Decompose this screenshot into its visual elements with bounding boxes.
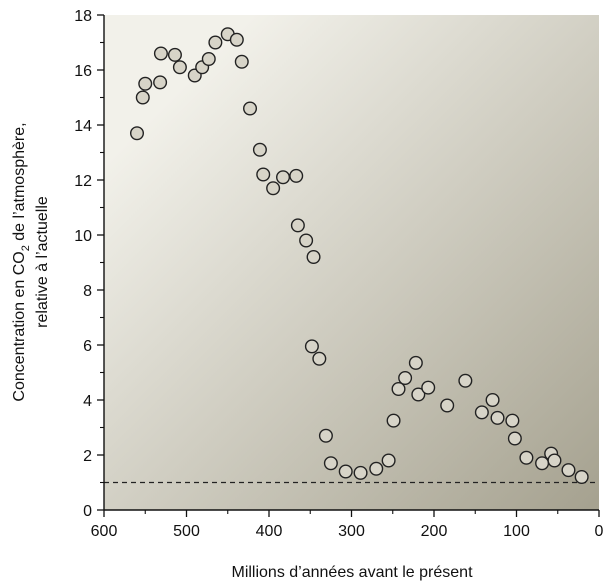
data-point xyxy=(153,46,168,61)
data-point xyxy=(547,453,562,468)
data-point xyxy=(323,456,338,471)
y-tick-label: 18 xyxy=(74,8,92,25)
data-point xyxy=(229,32,244,47)
data-point xyxy=(266,181,281,196)
y-tick-label: 2 xyxy=(83,448,92,465)
data-point xyxy=(153,75,168,90)
data-point xyxy=(505,413,520,428)
y-axis-title-subscript: 2 xyxy=(20,245,32,251)
x-axis-ticks: 600 500 400 300 200 100 0 xyxy=(91,510,604,540)
y-tick-label: 10 xyxy=(74,228,92,245)
data-points xyxy=(129,27,589,485)
data-point xyxy=(276,170,291,185)
data-point xyxy=(381,453,396,468)
data-point xyxy=(201,52,216,67)
data-point xyxy=(234,54,249,69)
x-axis-title: Millions d’années avant le présent xyxy=(231,564,473,581)
data-point xyxy=(353,465,368,480)
x-tick-label: 500 xyxy=(173,523,200,540)
y-axis-title-prefix: Concentration en CO xyxy=(11,251,28,401)
data-point xyxy=(312,351,327,366)
x-tick-label: 600 xyxy=(91,523,118,540)
x-tick-label: 0 xyxy=(595,523,604,540)
data-point xyxy=(304,339,319,354)
data-point xyxy=(391,382,406,397)
data-point xyxy=(299,233,314,248)
data-point xyxy=(485,393,500,408)
data-point xyxy=(519,450,534,465)
x-tick-label: 100 xyxy=(503,523,530,540)
y-tick-label: 8 xyxy=(83,283,92,300)
data-point xyxy=(252,142,267,157)
y-tick-label: 4 xyxy=(83,393,92,410)
data-point xyxy=(411,387,426,402)
data-point xyxy=(386,413,401,428)
data-point xyxy=(290,218,305,233)
data-point xyxy=(135,90,150,105)
x-tick-label: 200 xyxy=(421,523,448,540)
data-point xyxy=(338,464,353,479)
x-tick-label: 300 xyxy=(338,523,365,540)
data-point xyxy=(507,431,522,446)
data-point xyxy=(172,60,187,75)
data-point xyxy=(561,463,576,478)
data-point xyxy=(318,428,333,443)
plot-background xyxy=(104,15,599,510)
data-point xyxy=(490,410,505,425)
data-point xyxy=(167,47,182,62)
y-axis-title-line1: Concentration en CO2 de l’atmosphère, xyxy=(11,122,32,401)
data-point xyxy=(458,373,473,388)
data-point xyxy=(243,101,258,116)
x-tick-label: 400 xyxy=(256,523,283,540)
data-point xyxy=(440,398,455,413)
data-point xyxy=(574,470,589,485)
y-axis-title-suffix: de l’atmosphère, xyxy=(11,122,28,245)
data-point xyxy=(208,35,223,50)
y-tick-label: 0 xyxy=(83,503,92,520)
data-point xyxy=(306,249,321,264)
y-axis-title-line2: relative à l’actuelle xyxy=(34,196,51,328)
data-point xyxy=(398,371,413,386)
data-point xyxy=(369,461,384,476)
data-point xyxy=(408,355,423,370)
data-point xyxy=(474,405,489,420)
data-point xyxy=(129,126,144,141)
y-tick-label: 12 xyxy=(74,173,92,190)
data-point xyxy=(256,167,271,182)
y-tick-label: 14 xyxy=(74,118,92,135)
data-point xyxy=(289,168,304,183)
y-tick-label: 16 xyxy=(74,63,92,80)
y-axis-ticks: 0 2 4 6 8 10 12 14 16 18 xyxy=(74,8,104,520)
data-point xyxy=(138,76,153,91)
data-point xyxy=(421,380,436,395)
y-tick-label: 6 xyxy=(83,338,92,355)
